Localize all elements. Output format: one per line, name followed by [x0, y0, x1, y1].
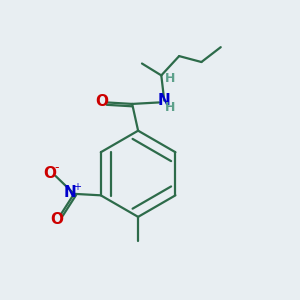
Text: N: N — [158, 93, 171, 108]
Text: N: N — [64, 185, 77, 200]
Text: +: + — [73, 182, 81, 192]
Text: H: H — [165, 73, 175, 85]
Text: -: - — [55, 160, 59, 174]
Text: O: O — [95, 94, 108, 110]
Text: O: O — [51, 212, 64, 227]
Text: H: H — [165, 101, 175, 114]
Text: O: O — [43, 166, 56, 181]
